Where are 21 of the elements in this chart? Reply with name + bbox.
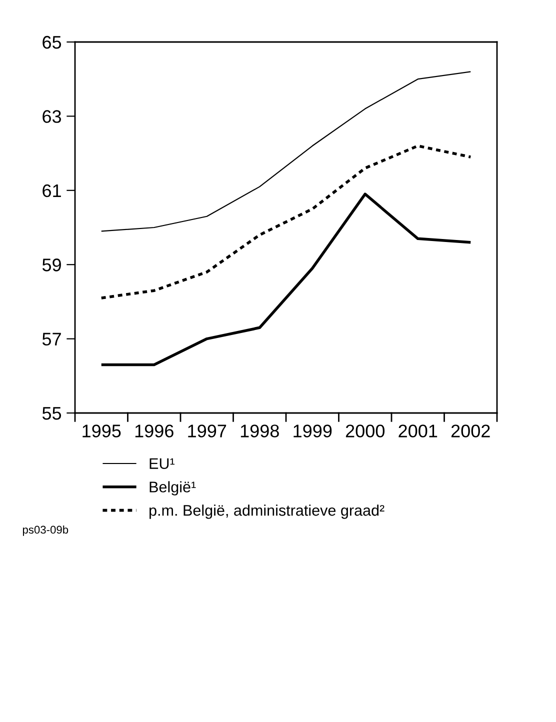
y-tick-label: 65 [42, 36, 62, 49]
legend-label: België¹ [150, 481, 196, 496]
line-series [100, 71, 472, 232]
y-tick-label: 61 [42, 184, 61, 198]
line-series [100, 192, 472, 366]
y-tick-label: 57 [42, 332, 61, 346]
x-tick-label: 2001 [398, 424, 438, 438]
line-series [100, 144, 472, 300]
x-tick-label: 1995 [82, 424, 121, 438]
x-tick-label: 2002 [451, 424, 490, 438]
x-tick-label: 1998 [240, 424, 279, 438]
x-tick-label: 2000 [346, 424, 385, 438]
y-tick-label: 55 [42, 407, 62, 420]
x-tick-label: 1999 [294, 424, 332, 438]
y-tick-label: 63 [42, 110, 62, 123]
x-tick-label: 1996 [135, 424, 174, 438]
x-tick-label: 1997 [188, 424, 226, 438]
legend-label: EU¹ [150, 458, 175, 469]
text: ps03-09b [22, 525, 68, 536]
legend-label: p.m. België, administratieve graad² [150, 504, 384, 519]
y-tick-label: 59 [42, 258, 61, 272]
